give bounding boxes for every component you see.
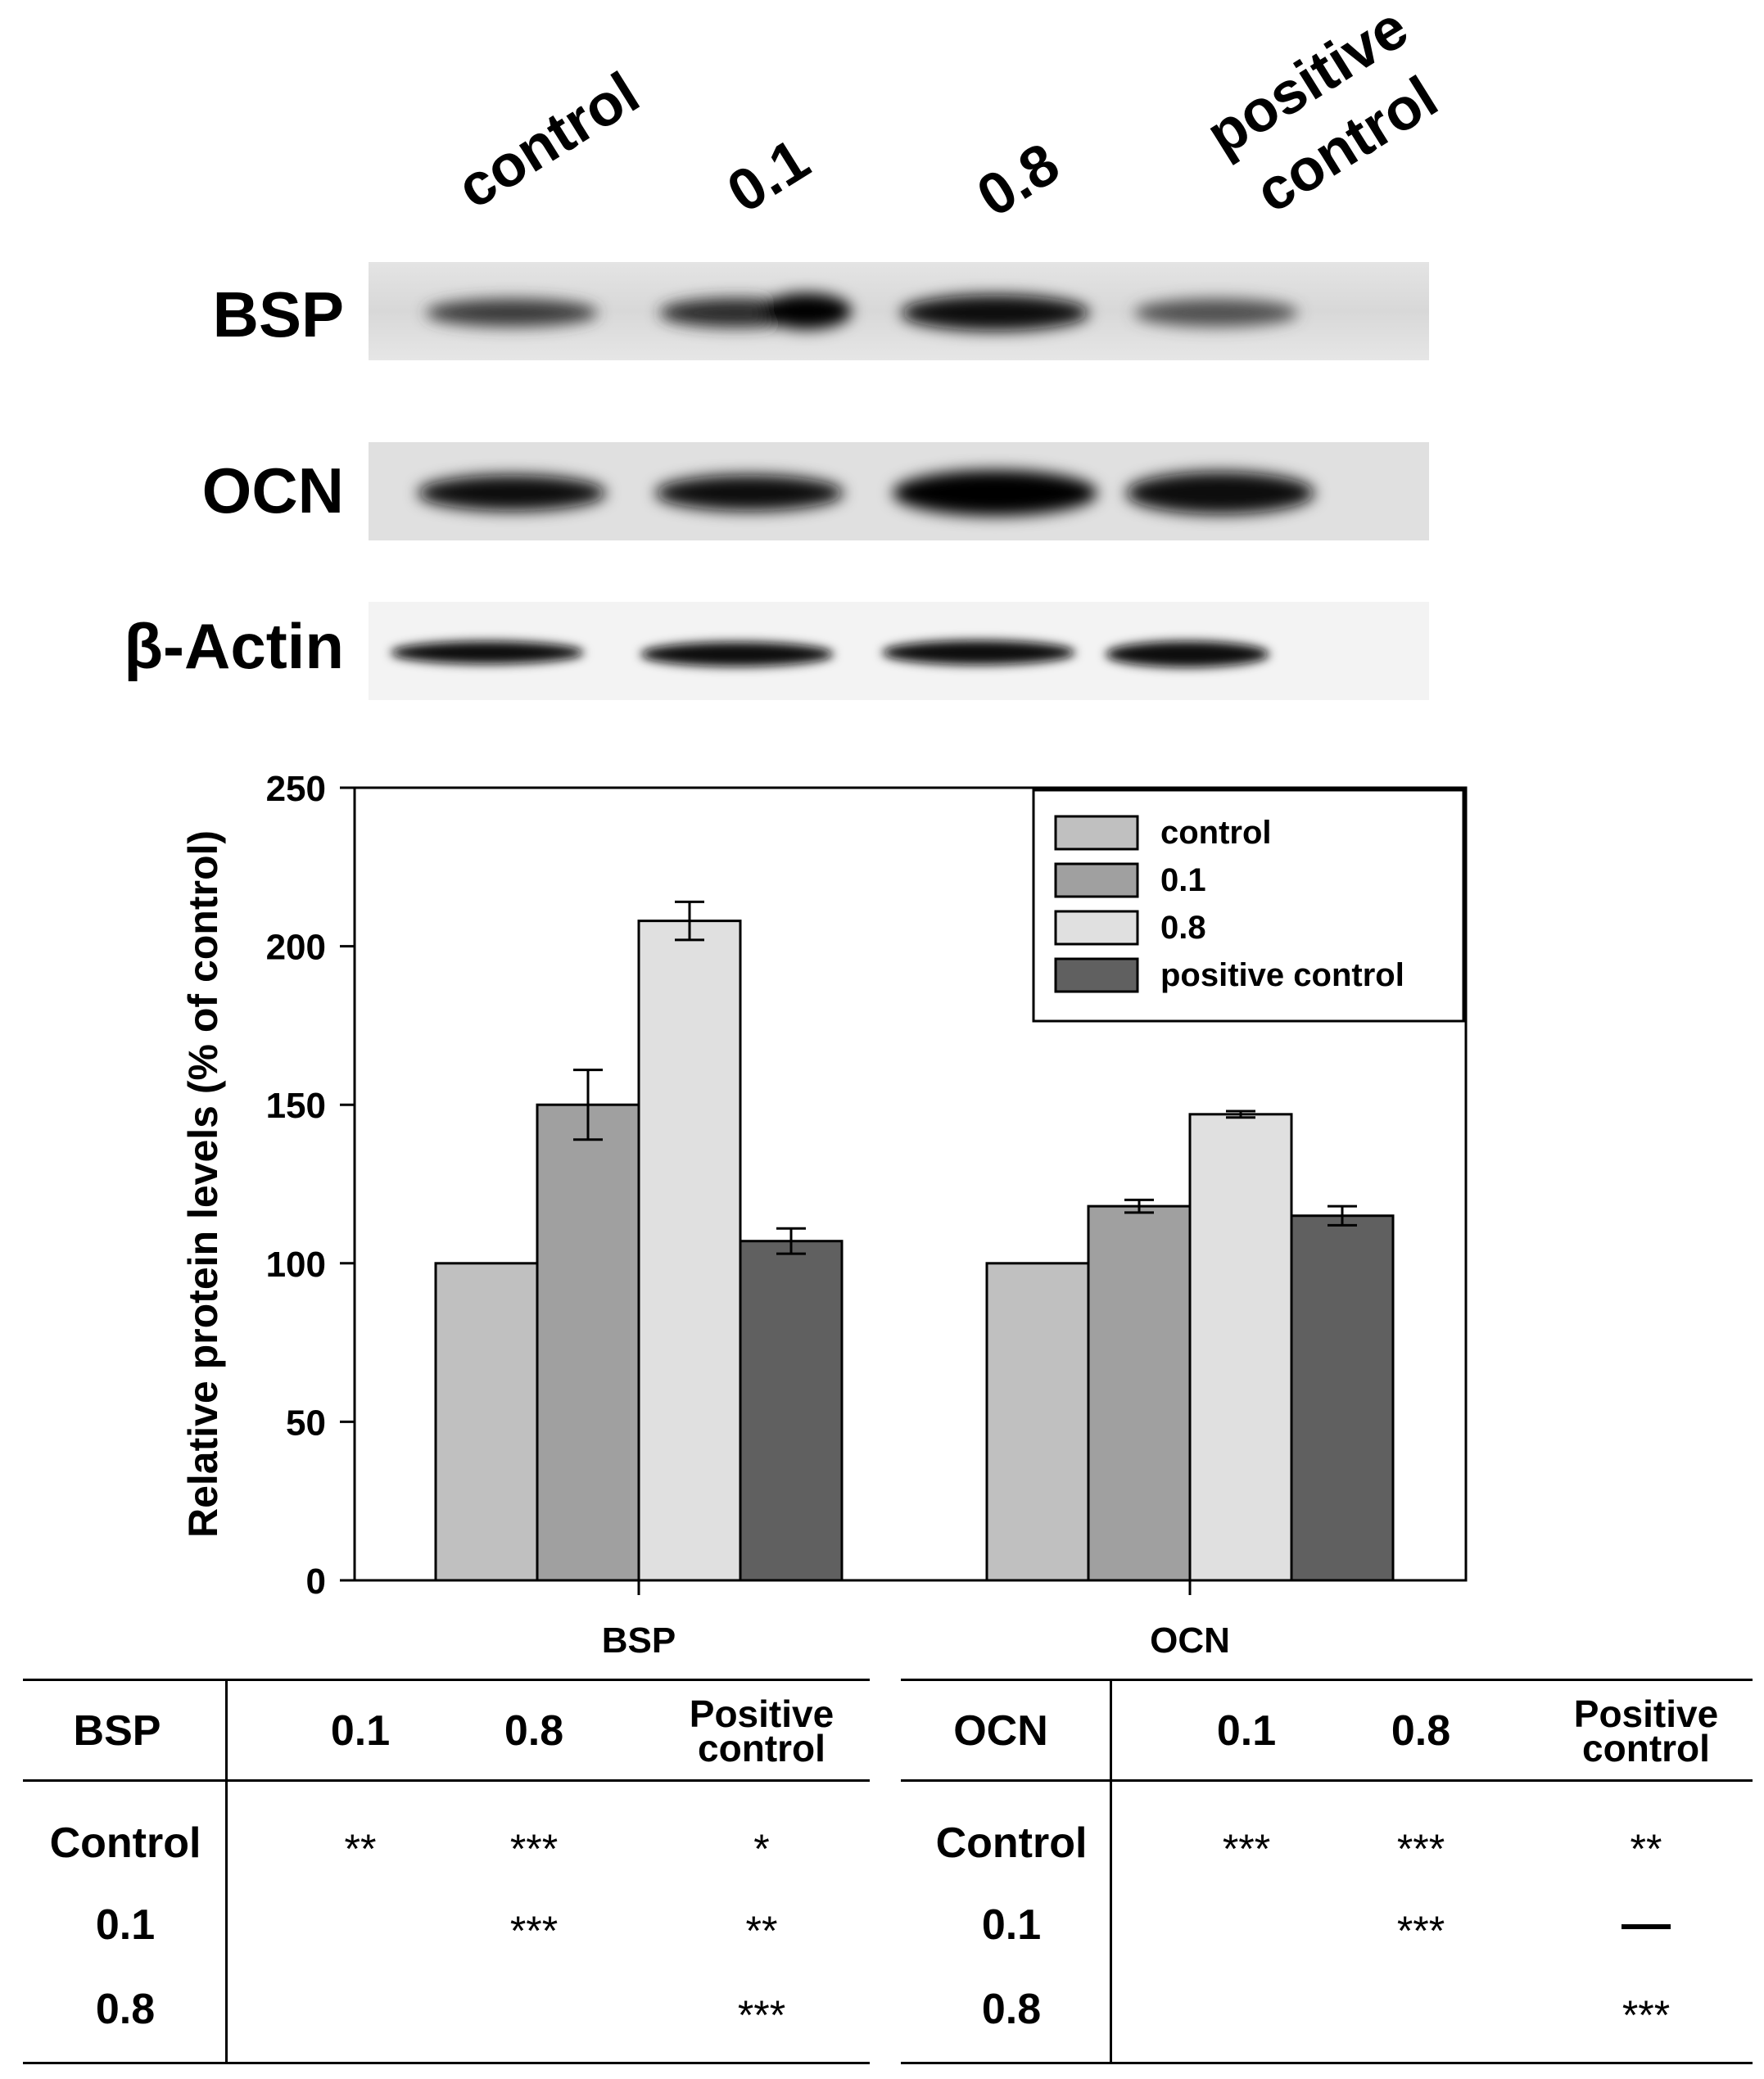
y-tick-label: 200 <box>266 928 326 968</box>
table-row-label: 0.8 <box>981 1986 1042 2033</box>
legend-label-0.8: 0.8 <box>1160 910 1206 946</box>
band-actin-1 <box>391 641 584 664</box>
blot-strip-bsp <box>369 262 1429 360</box>
band-bsp-2b <box>762 293 852 329</box>
table-row-label: 0.1 <box>95 1901 156 1949</box>
bar-ocn-positive-control <box>1290 1214 1395 1582</box>
band-ocn-2 <box>655 475 844 511</box>
blot-row-label-bsp: BSP <box>212 278 344 350</box>
table-title-bsp: BSP <box>73 1707 161 1755</box>
blot-row-label-ocn: OCN <box>201 454 344 527</box>
bar-bsp-0.1 <box>536 1103 640 1582</box>
legend-swatch-positive-control <box>1054 957 1139 993</box>
bar-ocn-0.8 <box>1188 1113 1293 1582</box>
table-cell-significance: *** <box>1396 1908 1445 1954</box>
table-cell-significance: *** <box>737 1992 786 2038</box>
bar-ocn-control <box>985 1262 1090 1582</box>
table-title-ocn: OCN <box>953 1707 1048 1755</box>
band-ocn-1 <box>418 475 606 511</box>
table-cell-significance: *** <box>509 1826 559 1872</box>
table-cell-significance: *** <box>1622 1992 1671 2038</box>
table-cell-ns: — <box>1622 1896 1671 1950</box>
table-cell-significance: *** <box>509 1908 559 1954</box>
y-tick-label: 100 <box>266 1245 326 1285</box>
table-bottom-rule <box>23 2062 870 2064</box>
blot-row-label-actin: β-Actin <box>124 610 344 682</box>
table-col-header-positive: Positive <box>689 1693 835 1735</box>
y-tick-label: 150 <box>266 1086 326 1126</box>
bar-chart: 0 50 100 150 200 250 Relative protein levels (… <box>180 769 1468 1661</box>
blot-strip-ocn <box>369 442 1429 540</box>
blot-strip-actin <box>369 602 1429 700</box>
y-axis-label: Relative protein levels (% of control) <box>180 830 226 1538</box>
x-tick-label-ocn: OCN <box>1150 1620 1230 1661</box>
band-bsp-1 <box>426 299 598 327</box>
table-header-rule <box>23 1779 870 1782</box>
table-header-rule <box>901 1779 1753 1782</box>
table-col-header-0.1: 0.1 <box>330 1707 391 1755</box>
legend-swatch-control <box>1054 815 1139 851</box>
legend-label-0.1: 0.1 <box>1160 862 1206 898</box>
band-actin-4 <box>1106 641 1269 667</box>
table-row-label: Control <box>935 1819 1088 1867</box>
table-row-label: Control <box>49 1819 201 1867</box>
bar-bsp-0.8 <box>637 920 742 1582</box>
table-col-header-0.1: 0.1 <box>1216 1707 1277 1755</box>
band-ocn-3 <box>893 470 1097 516</box>
table-top-rule <box>901 1679 1753 1681</box>
bar-ocn-0.1 <box>1087 1204 1192 1582</box>
table-cell-significance: *** <box>1396 1826 1445 1872</box>
table-divider <box>225 1679 228 2062</box>
table-top-rule <box>23 1679 870 1681</box>
table-row-label: 0.1 <box>981 1901 1042 1949</box>
table-bottom-rule <box>901 2062 1753 2064</box>
table-divider <box>1110 1679 1112 2062</box>
legend-label-positive-control: positive control <box>1160 957 1404 993</box>
table-col-header-positive: Positive <box>1573 1693 1719 1735</box>
table-row-label: 0.8 <box>95 1986 156 2033</box>
y-tick-label: 250 <box>266 769 326 809</box>
table-cell-significance: ** <box>745 1908 778 1954</box>
x-tick-label-bsp: BSP <box>602 1620 676 1661</box>
table-cell-significance: *** <box>1222 1826 1271 1872</box>
plot-frame <box>353 786 1468 1582</box>
legend-swatch-0.1 <box>1054 862 1139 898</box>
y-tick-label: 0 <box>306 1562 326 1602</box>
band-bsp-3 <box>901 295 1089 331</box>
band-actin-2 <box>640 642 834 667</box>
band-ocn-4 <box>1126 472 1314 514</box>
bar-bsp-control <box>434 1262 539 1582</box>
table-cell-significance: * <box>753 1826 770 1872</box>
bar-bsp-positive-control <box>739 1240 844 1582</box>
table-cell-significance: ** <box>344 1826 377 1872</box>
legend-swatch-0.8 <box>1054 910 1139 946</box>
band-bsp-4 <box>1134 299 1298 327</box>
table-col-header-0.8: 0.8 <box>1391 1707 1451 1755</box>
band-actin-3 <box>882 640 1075 665</box>
table-col-header-control: control <box>1582 1727 1710 1769</box>
table-cell-significance: ** <box>1630 1826 1662 1872</box>
table-col-header-0.8: 0.8 <box>504 1707 564 1755</box>
y-tick-label: 50 <box>286 1403 326 1443</box>
table-col-header-control: control <box>698 1727 825 1769</box>
legend-label-control: control <box>1160 815 1272 851</box>
